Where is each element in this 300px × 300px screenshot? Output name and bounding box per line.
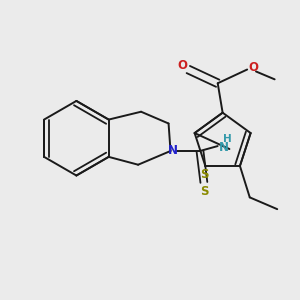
Text: O: O xyxy=(248,61,258,74)
Text: O: O xyxy=(177,59,188,72)
Text: N: N xyxy=(167,145,178,158)
Text: S: S xyxy=(201,185,209,198)
Text: H: H xyxy=(223,134,232,144)
Text: N: N xyxy=(218,141,229,154)
Text: S: S xyxy=(200,168,208,181)
